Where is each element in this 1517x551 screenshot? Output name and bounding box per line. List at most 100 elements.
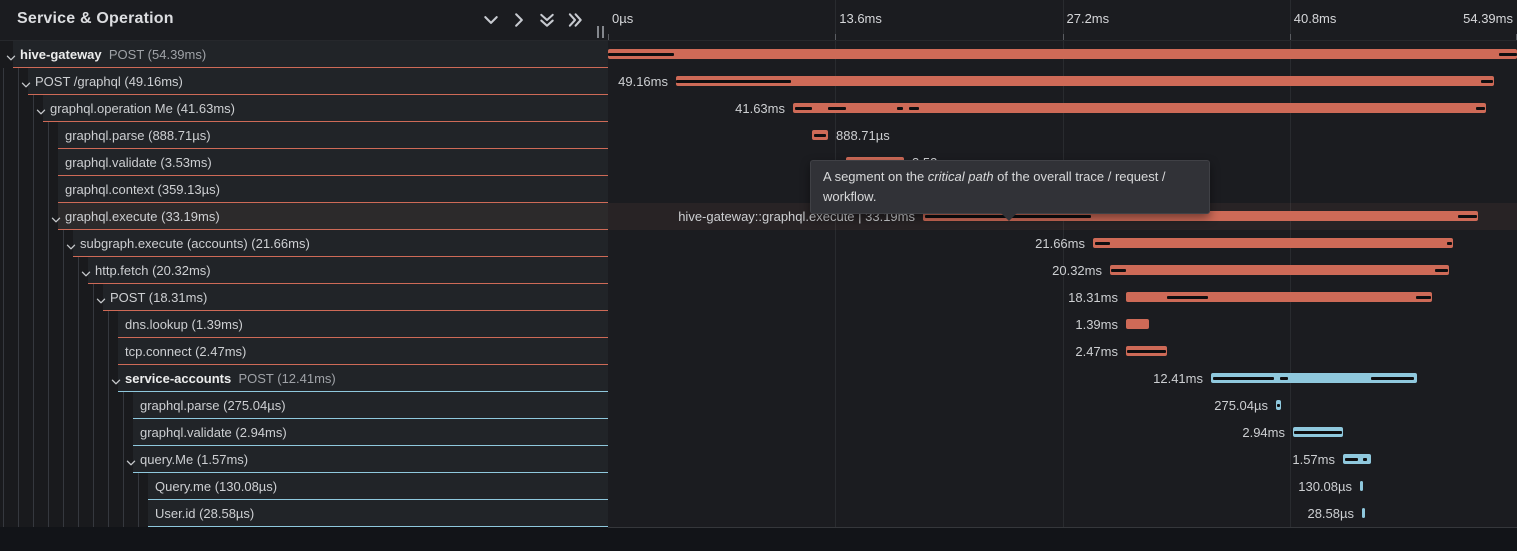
span-row[interactable]: query.Me (1.57ms) 1.57ms [0, 446, 1517, 473]
span-tree-item[interactable]: subgraph.execute (accounts) (21.66ms) [0, 230, 608, 257]
span-row[interactable]: POST /graphql (49.16ms) 49.16ms [0, 68, 1517, 95]
span-bar-lane[interactable]: 1.57ms [608, 446, 1517, 473]
span-tree-item[interactable]: hive-gateway POST (54.39ms) [0, 41, 608, 68]
span-bar[interactable] [608, 49, 1517, 59]
span-row[interactable]: subgraph.execute (accounts) (21.66ms) 21.… [0, 230, 1517, 257]
span-bar[interactable] [793, 103, 1486, 113]
span-bar[interactable] [1093, 238, 1453, 248]
indent-guide [3, 338, 4, 365]
span-duration-label: 2.47ms [1075, 344, 1118, 359]
chevron-down-icon[interactable] [111, 374, 121, 385]
span-row[interactable]: graphql.validate (3.53ms)3.53ms [0, 149, 1517, 176]
indent-guide [3, 446, 4, 473]
span-bar[interactable] [923, 211, 1478, 221]
span-bar[interactable] [1110, 265, 1449, 275]
span-row[interactable]: graphql.parse (888.71µs) 888.71µs [0, 122, 1517, 149]
span-tree-item[interactable]: graphql.parse (888.71µs) [0, 122, 608, 149]
span-bar[interactable] [1126, 319, 1149, 329]
chevron-right-icon[interactable] [511, 12, 527, 28]
span-tree-item[interactable]: service-accounts POST (12.41ms) [0, 365, 608, 392]
span-row[interactable]: graphql.context (359.13µs)359.13µs [0, 176, 1517, 203]
span-row[interactable]: http.fetch (20.32ms) 20.32ms [0, 257, 1517, 284]
span-row[interactable]: graphql.operation Me (41.63ms) 41.63ms [0, 95, 1517, 122]
span-row[interactable]: POST (18.31ms) 18.31ms [0, 284, 1517, 311]
span-bar-lane[interactable]: hive-gateway::graphql.execute | 33.19ms [608, 203, 1517, 230]
indent-guide [48, 122, 49, 149]
span-row[interactable]: graphql.parse (275.04µs) 275.04µs [0, 392, 1517, 419]
span-bar-lane[interactable]: 41.63ms [608, 95, 1517, 122]
operation-label: User.id (28.58µs) [155, 506, 255, 521]
indent-guide [3, 365, 4, 392]
span-row[interactable]: service-accounts POST (12.41ms) 12.41ms [0, 365, 1517, 392]
span-tree-item[interactable]: User.id (28.58µs) [0, 500, 608, 527]
indent-guide [33, 365, 34, 392]
span-tree-item-bg [58, 203, 608, 230]
span-bar[interactable] [1211, 373, 1417, 383]
span-row[interactable]: tcp.connect (2.47ms) 2.47ms [0, 338, 1517, 365]
indent-guide [18, 230, 19, 257]
span-tree-item[interactable]: graphql.context (359.13µs) [0, 176, 608, 203]
span-bar[interactable] [1360, 481, 1363, 491]
span-bar-lane[interactable]: 18.31ms [608, 284, 1517, 311]
span-bar-lane[interactable]: 2.94ms [608, 419, 1517, 446]
indent-guide [3, 311, 4, 338]
span-row[interactable]: graphql.execute (33.19ms) hive-gateway::g… [0, 203, 1517, 230]
span-bar-lane[interactable]: 12.41ms [608, 365, 1517, 392]
span-tree-item[interactable]: query.Me (1.57ms) [0, 446, 608, 473]
span-row[interactable]: Query.me (130.08µs) 130.08µs [0, 473, 1517, 500]
span-bar-lane[interactable]: 49.16ms [608, 68, 1517, 95]
span-bar-lane[interactable]: 20.32ms [608, 257, 1517, 284]
chevron-down-icon[interactable] [6, 50, 16, 61]
span-row[interactable]: hive-gateway POST (54.39ms) [0, 41, 1517, 68]
span-bar-lane[interactable]: 21.66ms [608, 230, 1517, 257]
span-bar[interactable] [1362, 508, 1365, 518]
span-label: graphql.parse (275.04µs) [0, 392, 608, 419]
span-tree-item[interactable]: graphql.operation Me (41.63ms) [0, 95, 608, 122]
chevron-down-icon[interactable] [126, 455, 136, 466]
span-row[interactable]: graphql.validate (2.94ms) 2.94ms [0, 419, 1517, 446]
chevrons-right-icon[interactable] [567, 12, 583, 28]
indent-guide [3, 149, 4, 176]
span-bar-lane[interactable]: 888.71µs [608, 122, 1517, 149]
span-bar-lane[interactable]: 275.04µs [608, 392, 1517, 419]
span-bar[interactable] [676, 76, 1494, 86]
span-bar-lane[interactable]: 130.08µs [608, 473, 1517, 500]
timeline-header: Service & Operation 0µs 13.6ms 27.2ms 40.8m… [0, 0, 1517, 41]
span-tree-item[interactable]: dns.lookup (1.39ms) [0, 311, 608, 338]
span-bar-lane[interactable] [608, 41, 1517, 68]
timeline-bottom-border [608, 527, 1517, 528]
span-tree-item[interactable]: graphql.validate (3.53ms) [0, 149, 608, 176]
span-tree-item[interactable]: http.fetch (20.32ms) [0, 257, 608, 284]
span-bar-lane[interactable]: 2.47ms [608, 338, 1517, 365]
chevron-down-icon[interactable] [483, 12, 499, 28]
span-tree-item[interactable]: POST (18.31ms) [0, 284, 608, 311]
chevrons-down-icon[interactable] [539, 12, 555, 28]
span-label: http.fetch (20.32ms) [0, 257, 608, 284]
chevron-down-icon[interactable] [21, 77, 31, 88]
chevron-down-icon[interactable] [81, 266, 91, 277]
span-label: graphql.validate (3.53ms) [0, 149, 608, 176]
indent-guide [48, 311, 49, 338]
chevron-down-icon[interactable] [36, 104, 46, 115]
critical-path-segment [1167, 295, 1208, 299]
critical-path-segment [1458, 214, 1477, 218]
span-tree-item[interactable]: graphql.parse (275.04µs) [0, 392, 608, 419]
span-bar-lane[interactable]: 1.39ms [608, 311, 1517, 338]
indent-guide [48, 149, 49, 176]
span-bar-lane[interactable]: 28.58µs [608, 500, 1517, 527]
span-tree-item[interactable]: tcp.connect (2.47ms) [0, 338, 608, 365]
indent-guide [78, 338, 79, 365]
span-tree-item[interactable]: POST /graphql (49.16ms) [0, 68, 608, 95]
service-name: service-accounts [125, 371, 232, 386]
span-tree-item[interactable]: graphql.execute (33.19ms) [0, 203, 608, 230]
span-tree-item[interactable]: Query.me (130.08µs) [0, 473, 608, 500]
critical-path-segment [1435, 268, 1448, 272]
panel-resize-handle[interactable] [595, 25, 607, 39]
span-tree-item[interactable]: graphql.validate (2.94ms) [0, 419, 608, 446]
span-row[interactable]: dns.lookup (1.39ms) 1.39ms [0, 311, 1517, 338]
chevron-down-icon[interactable] [96, 293, 106, 304]
chevron-down-icon[interactable] [51, 212, 61, 223]
chevron-down-icon[interactable] [66, 239, 76, 250]
span-bar[interactable] [1126, 292, 1432, 302]
span-row[interactable]: User.id (28.58µs) 28.58µs [0, 500, 1517, 527]
